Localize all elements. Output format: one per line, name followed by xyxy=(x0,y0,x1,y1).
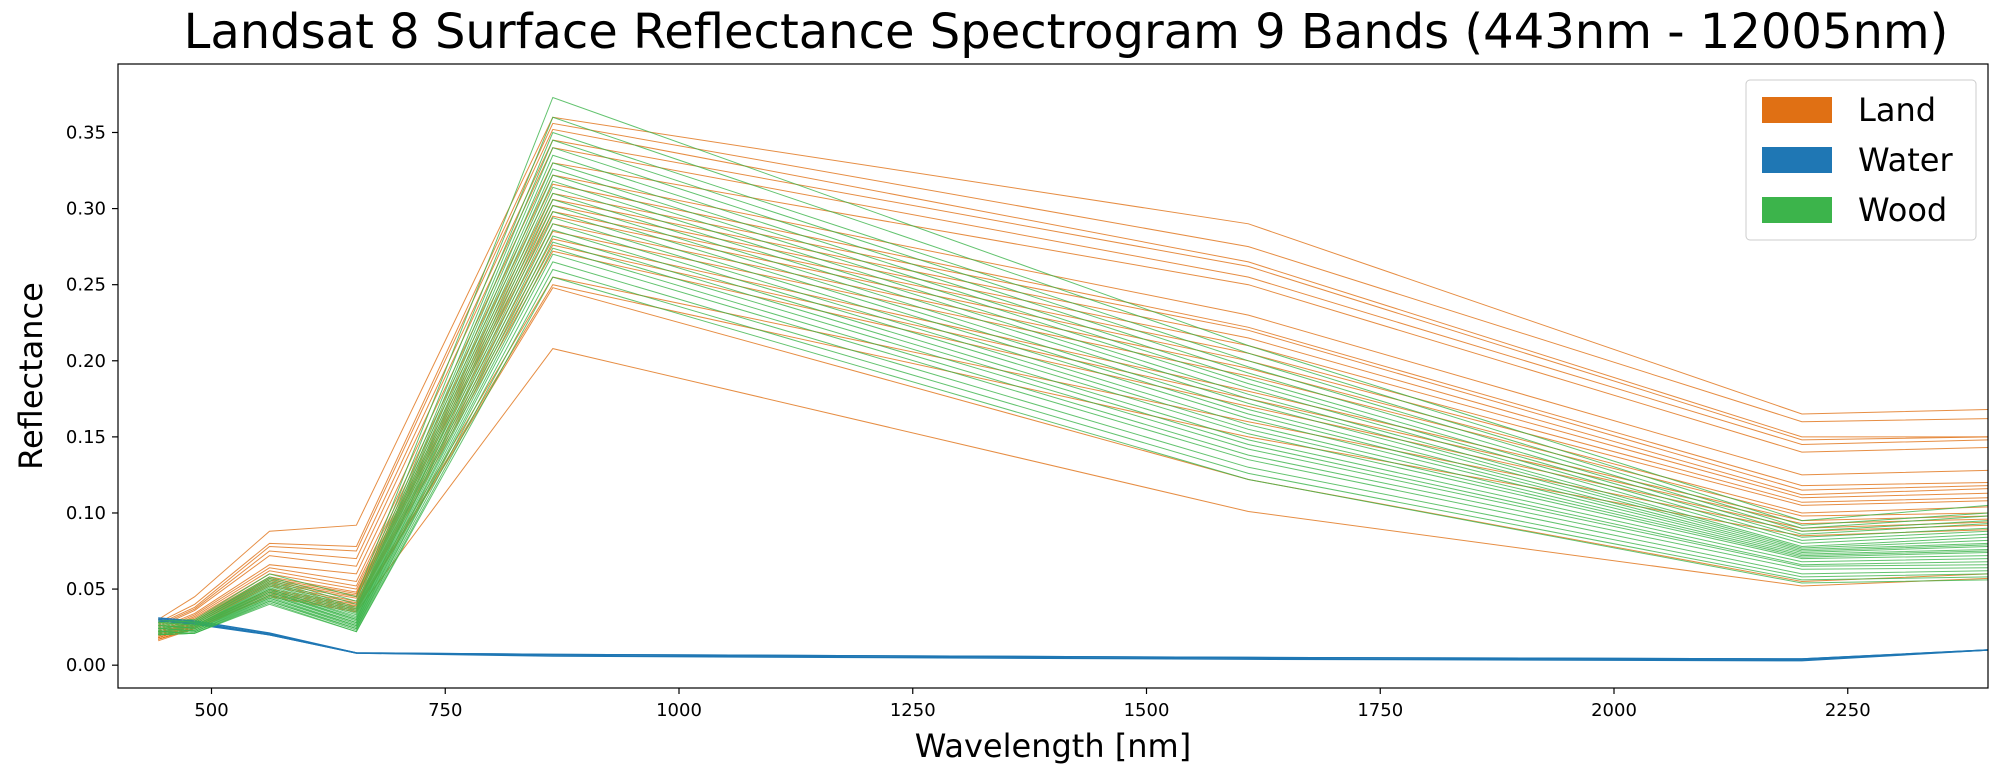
series-line-water-1 xyxy=(158,617,1989,660)
series-line-wood-9 xyxy=(158,180,1989,628)
y-tick-label: 0.20 xyxy=(66,351,106,372)
x-tick-label: 1250 xyxy=(890,700,936,721)
legend: Land Water Wood xyxy=(1745,79,1977,241)
y-tick-label: 0.10 xyxy=(66,503,106,524)
plot-area xyxy=(117,63,1989,689)
series-line-wood-4 xyxy=(158,147,1989,625)
chart-title: Landsat 8 Surface Reflectance Spectrogra… xyxy=(184,4,1949,60)
series-line-land-1 xyxy=(157,122,1989,624)
series-group-water xyxy=(158,617,1989,662)
legend-label-land: Land xyxy=(1858,91,1936,129)
legend-swatch-land xyxy=(1762,97,1832,123)
series-line-wood-24 xyxy=(158,276,1989,636)
series-line-wood-15 xyxy=(158,217,1989,631)
series-line-land-0 xyxy=(157,116,1989,620)
series-line-wood-16 xyxy=(158,223,1989,633)
legend-entries: Land Water Wood xyxy=(1762,91,1953,229)
x-tick-label: 750 xyxy=(428,700,462,721)
series-line-land-4 xyxy=(157,147,1989,628)
series-line-water-2 xyxy=(158,620,1989,662)
series-line-wood-6 xyxy=(158,162,1989,627)
x-axis: 500 750 1000 1250 1500 1750 2000 2250 xyxy=(194,688,1871,721)
series-line-wood-2 xyxy=(158,131,1989,624)
series-line-wood-0 xyxy=(158,96,1989,622)
series-line-land-10 xyxy=(158,204,1989,634)
y-tick-label: 0.25 xyxy=(66,275,106,296)
x-axis-label: Wavelength [nm] xyxy=(915,727,1191,765)
y-tick-label: 0.30 xyxy=(66,199,106,220)
series-line-land-2 xyxy=(157,128,1988,625)
series-line-land-9 xyxy=(158,198,1989,634)
series-line-land-7 xyxy=(158,183,1989,633)
y-tick-label: 0.00 xyxy=(66,655,106,676)
y-axis: 0.00 0.05 0.10 0.15 0.20 0.25 0.30 0.35 xyxy=(66,122,118,676)
y-tick-label: 0.05 xyxy=(66,579,106,600)
axes-frame xyxy=(117,63,1989,689)
x-tick-label: 1000 xyxy=(656,700,702,721)
series-line-wood-21 xyxy=(158,253,1989,634)
x-tick-label: 500 xyxy=(194,700,228,721)
x-tick-label: 2250 xyxy=(1825,700,1871,721)
x-tick-label: 1500 xyxy=(1124,700,1170,721)
legend-label-wood: Wood xyxy=(1858,191,1947,229)
y-tick-label: 0.15 xyxy=(66,427,106,448)
series-layer xyxy=(157,96,1989,662)
series-group-land xyxy=(157,116,1989,642)
legend-label-water: Water xyxy=(1858,141,1953,179)
series-line-wood-1 xyxy=(158,116,1989,624)
series-group-wood xyxy=(158,96,1989,636)
series-line-wood-5 xyxy=(158,154,1989,627)
series-line-wood-12 xyxy=(158,198,1989,630)
y-axis-label: Reflectance xyxy=(12,282,50,470)
legend-swatch-wood xyxy=(1762,197,1832,223)
x-tick-label: 1750 xyxy=(1357,700,1403,721)
series-line-wood-18 xyxy=(158,235,1989,633)
x-tick-label: 2000 xyxy=(1591,700,1637,721)
y-tick-label: 0.35 xyxy=(66,122,106,143)
series-line-land-3 xyxy=(157,139,1989,627)
legend-swatch-water xyxy=(1762,147,1832,173)
